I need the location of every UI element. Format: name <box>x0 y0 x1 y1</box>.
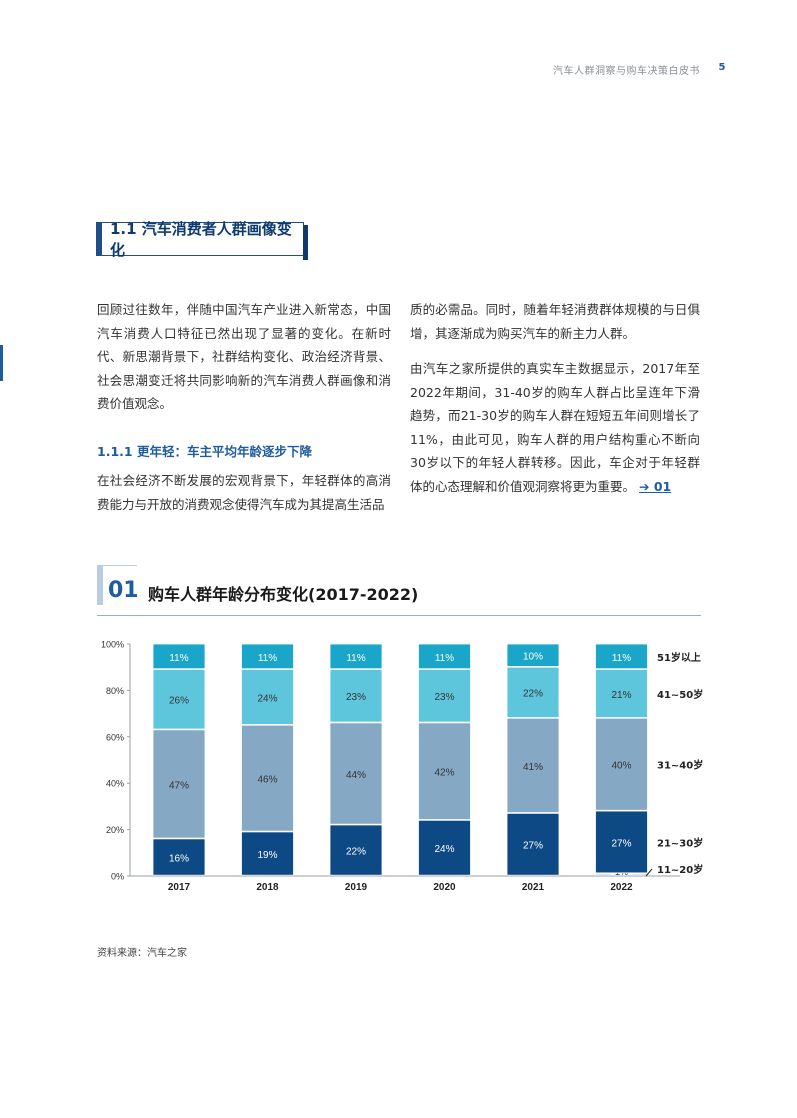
data-label: 22% <box>346 846 366 857</box>
bar-segment <box>329 722 383 825</box>
data-label: 19% <box>257 850 277 861</box>
x-tick-label: 2019 <box>345 882 368 893</box>
figure-number: 01 <box>108 578 139 603</box>
data-label: 11% <box>612 653 631 664</box>
figure-reference-link[interactable]: ➔ 01 <box>639 478 672 494</box>
legend-label: 51岁以上 <box>657 651 701 664</box>
data-label: 11% <box>435 653 454 664</box>
data-label: 26% <box>169 696 189 707</box>
bar-segment <box>152 838 206 876</box>
data-label: 27% <box>611 838 631 849</box>
bar-segment <box>418 722 471 820</box>
page-edge-marker <box>0 345 3 381</box>
figure-header: 01 购车人群年龄分布变化(2017-2022) <box>97 565 701 616</box>
bar-segment <box>418 643 471 670</box>
bar-segment <box>152 729 206 839</box>
data-label: 47% <box>169 780 189 791</box>
y-tick-label: 60% <box>106 732 124 742</box>
x-tick-label: 2018 <box>256 882 279 893</box>
paragraph-data-text: 由汽车之家所提供的真实车主数据显示，2017年至2022年期间，31-40岁的购… <box>410 361 700 494</box>
running-header: 汽车人群洞察与购车决策白皮书 5 <box>553 62 725 77</box>
left-column: 回顾过往数年，伴随中国汽车产业进入新常态，中国汽车消费人口特征已然出现了显著的变… <box>97 298 391 528</box>
bar-segment <box>506 812 560 876</box>
bar-segment <box>506 717 560 813</box>
right-column: 质的必需品。同时，随着年轻消费群体规模的与日俱增，其逐渐成为购买汽车的新主力人群… <box>410 298 700 510</box>
bar-segment <box>418 669 471 723</box>
bar-segment <box>506 666 560 718</box>
legend-label: 11~20岁 <box>657 863 703 876</box>
bar-segment <box>329 643 383 670</box>
y-tick-label: 0% <box>111 872 124 882</box>
data-label: 42% <box>434 768 454 779</box>
data-label: 23% <box>434 692 454 703</box>
bar-segment <box>241 724 294 832</box>
paragraph-young: 在社会经济不断发展的宏观背景下，年轻群体的高消费能力与开放的消费观念使得汽车成为… <box>97 473 391 512</box>
bar-segment <box>152 643 206 670</box>
bar-segment <box>329 824 383 876</box>
bar-segment <box>329 669 383 723</box>
x-tick-label: 2017 <box>168 882 191 893</box>
x-tick-label: 2021 <box>522 882 545 893</box>
subsection-title: 1.1.1 更年轻：车主平均年龄逐步下降 <box>97 443 312 459</box>
figure-source: 资料来源：汽车之家 <box>97 948 187 959</box>
page-number: 5 <box>718 62 726 73</box>
data-label: 27% <box>523 841 543 852</box>
bar-segment <box>595 669 648 718</box>
bar-segment <box>241 669 294 725</box>
data-label: 16% <box>169 853 189 864</box>
data-label: 40% <box>611 761 631 772</box>
bar-segment <box>595 643 648 670</box>
legend-leader-line <box>645 868 653 877</box>
data-label: 44% <box>346 770 366 781</box>
data-label: 11% <box>346 653 365 664</box>
data-label: 41% <box>523 762 543 773</box>
legend-label: 21~30岁 <box>657 836 703 849</box>
bar-segment <box>595 810 648 874</box>
paragraph-data: 由汽车之家所提供的真实车主数据显示，2017年至2022年期间，31-40岁的购… <box>410 357 700 498</box>
data-label: 11% <box>169 653 188 664</box>
paragraph-intro: 回顾过往数年，伴随中国汽车产业进入新常态，中国汽车消费人口特征已然出现了显著的变… <box>97 302 391 411</box>
y-tick-label: 40% <box>106 779 124 789</box>
x-tick-label: 2020 <box>433 882 456 893</box>
bar-segment <box>241 831 294 876</box>
legend-label: 31~40岁 <box>657 759 703 772</box>
legend-label: 41~50岁 <box>657 688 703 701</box>
y-tick-label: 80% <box>106 686 124 696</box>
x-tick-label: 2022 <box>610 882 633 893</box>
data-label: 22% <box>523 689 543 700</box>
data-label: 46% <box>257 775 277 786</box>
paragraph-continued: 质的必需品。同时，随着年轻消费群体规模的与日俱增，其逐渐成为购买汽车的新主力人群… <box>410 302 700 341</box>
y-tick-label: 20% <box>106 825 124 835</box>
bar-segment <box>152 669 206 730</box>
data-label: 10% <box>523 652 543 663</box>
figure-title: 购车人群年龄分布变化(2017-2022) <box>148 585 419 604</box>
y-tick-label: 100% <box>101 640 124 650</box>
bar-segment <box>595 717 648 811</box>
bar-segment <box>506 643 560 667</box>
data-label: 23% <box>346 692 366 703</box>
data-label: 24% <box>257 693 277 704</box>
bar-segment <box>418 819 471 876</box>
section-title: 1.1 汽车消费者人群画像变化 <box>96 220 308 260</box>
age-distribution-chart: 0%20%40%60%80%100%0%16%47%26%11%20170%19… <box>101 640 703 894</box>
figure-number-box <box>97 565 137 605</box>
data-label: 24% <box>434 844 454 855</box>
section-title-text: 1.1 汽车消费者人群画像变化 <box>110 220 292 259</box>
bar-segment <box>241 643 294 670</box>
data-label: 11% <box>258 653 277 664</box>
document-title: 汽车人群洞察与购车决策白皮书 <box>553 66 700 77</box>
data-label: 21% <box>611 690 631 701</box>
